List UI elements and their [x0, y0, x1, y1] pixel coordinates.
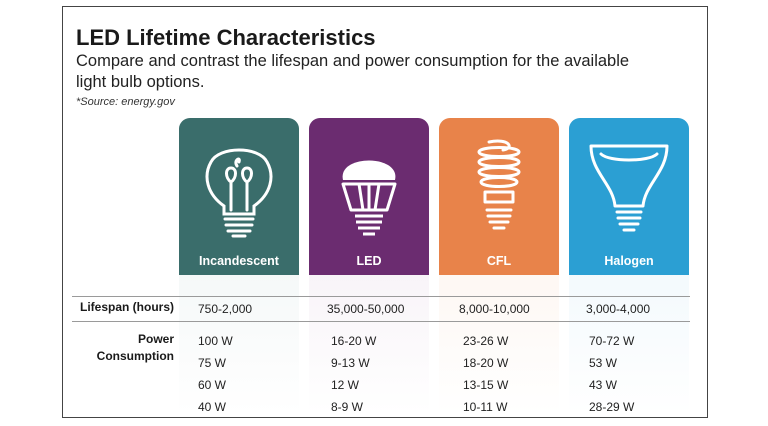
- cfl-label: CFL: [486, 254, 512, 268]
- lifespan-led: 35,000-50,000: [327, 302, 405, 316]
- page-subtitle: Compare and contrast the lifespan and po…: [76, 52, 630, 91]
- power-halogen-2: 53 W: [589, 356, 618, 370]
- power-cfl-1: 23-26 W: [463, 334, 509, 348]
- lifespan-bottom-divider: [72, 321, 690, 322]
- lifespan-top-divider: [72, 296, 690, 297]
- power-led-4: 8-9 W: [331, 400, 364, 414]
- power-cfl-3: 13-15 W: [463, 378, 509, 392]
- power-row-label-line2: Consumption: [96, 349, 174, 363]
- page-title: LED Lifetime Characteristics: [76, 25, 376, 50]
- lifespan-cfl: 8,000-10,000: [459, 302, 530, 316]
- source-note: *Source: energy.gov: [76, 96, 175, 108]
- power-cfl-2: 18-20 W: [463, 356, 509, 370]
- power-halogen-4: 28-29 W: [589, 400, 635, 414]
- lifespan-incandescent: 750-2,000: [198, 302, 253, 316]
- power-led-3: 12 W: [331, 378, 360, 392]
- incandescent-card: Incandescent: [179, 118, 299, 275]
- power-incandescent-100w: 100 W: [198, 334, 233, 348]
- power-cfl-4: 10-11 W: [463, 400, 508, 414]
- led-label: LED: [356, 254, 382, 268]
- power-incandescent-75w: 75 W: [198, 356, 227, 370]
- led-bulb-icon: [341, 160, 397, 236]
- halogen-card: Halogen: [569, 118, 689, 275]
- power-led-1: 16-20 W: [331, 334, 377, 348]
- incandescent-bulb-icon: [205, 148, 273, 238]
- power-row-label-line1: Power: [137, 332, 174, 346]
- lifespan-halogen: 3,000-4,000: [586, 302, 651, 316]
- cfl-bulb-icon: [477, 139, 521, 230]
- power-incandescent-40w: 40 W: [198, 400, 227, 414]
- incandescent-label: Incandescent: [199, 254, 279, 268]
- cfl-card: CFL: [439, 118, 559, 275]
- power-incandescent-60w: 60 W: [198, 378, 227, 392]
- halogen-bulb-icon: [589, 144, 669, 232]
- lifespan-row-label: Lifespan (hours): [79, 300, 174, 314]
- power-led-2: 9-13 W: [331, 356, 370, 370]
- led-card: LED: [309, 118, 429, 275]
- halogen-label: Halogen: [604, 254, 654, 268]
- power-halogen-3: 43 W: [589, 378, 618, 392]
- power-halogen-1: 70-72 W: [589, 334, 635, 348]
